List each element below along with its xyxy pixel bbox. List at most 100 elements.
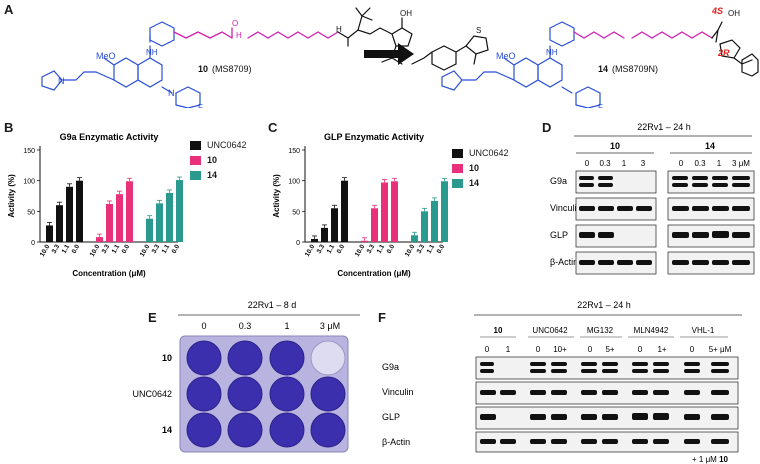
chart-title: GLP Enzymatic Activity [324, 132, 424, 142]
thiazole-ring [465, 35, 489, 55]
bar [176, 180, 183, 242]
y-tick-label: 150 [288, 148, 300, 155]
plate-e-dose: 3 μM [320, 321, 340, 331]
bar [441, 181, 448, 242]
legend-label-14: 14 [469, 178, 480, 188]
bar [156, 203, 163, 242]
difluoropiperidine-ring [175, 86, 201, 108]
well [310, 340, 346, 376]
well [269, 340, 305, 376]
well-plate [179, 335, 349, 453]
bar [431, 200, 438, 242]
western-blot-f: 22Rv1 – 24 h 10 UNC0642 MG132 MLN4942 VH… [382, 300, 742, 464]
pyrrolidine-ring [41, 70, 63, 91]
colony-plate-e: 22Rv1 – 8 d 0 0.3 1 3 μM 10 UNC0642 14 [132, 300, 360, 453]
blot-f-dose: 0 [638, 345, 643, 354]
bar [331, 208, 338, 242]
x-tick-label: 3.3 [51, 243, 62, 255]
legend-label-10: 10 [469, 163, 480, 173]
blot-f-dose: 10+ [553, 345, 567, 354]
meo-label: MeO [496, 51, 516, 61]
y-axis-label: Activity (%) [272, 174, 281, 218]
blot-d-g9a [575, 170, 755, 194]
x-tick-label: 3.3 [366, 243, 377, 255]
blot-d-actin [575, 251, 755, 275]
x-tick-label: 10.0 [89, 243, 102, 258]
blot-d-row-label: Vinculin [550, 203, 581, 213]
blot-d-header: 22Rv1 – 24 h [637, 122, 691, 132]
y-tick-label: 0 [31, 240, 35, 247]
x-tick-label: 1.1 [161, 243, 172, 255]
plate-e-row-label: 14 [162, 425, 172, 435]
x-tick-label: 1.1 [426, 243, 437, 255]
legend-item: 10 [452, 163, 509, 173]
bar [66, 186, 73, 242]
atom-h-label: H [236, 31, 242, 40]
x-tick-label: 1.1 [376, 243, 387, 255]
hydroxyproline-ring [391, 27, 413, 47]
blot-f-row-label: G9a [382, 362, 399, 372]
blot-d-dose: 0.3 [599, 159, 611, 168]
x-tick-label: 0.0 [386, 243, 397, 255]
chart-glp: GLP Enzymatic Activity 0 50 100 150 Activity … [272, 132, 448, 278]
atom-f-label: F [598, 103, 603, 108]
bar [166, 192, 173, 242]
blot-f-group: MLN4942 [634, 326, 669, 335]
stereo-label-4s: 4S [711, 6, 723, 16]
atom-oh-label: OH [400, 9, 412, 18]
atom-f-label: F [198, 103, 203, 108]
blot-d-group-14: 14 [705, 141, 715, 151]
well [269, 376, 305, 412]
piperidine-ring [149, 21, 175, 47]
bar [146, 218, 153, 242]
blot-f-actin [475, 431, 739, 453]
blot-f-g9a [475, 356, 739, 380]
legend-swatch-10 [190, 155, 201, 165]
well-row-14 [186, 412, 346, 448]
compound-14-structure [441, 21, 759, 108]
legend-item: 14 [190, 170, 247, 180]
plate-e-dose: 0 [201, 321, 206, 331]
legend-swatch-14 [190, 170, 201, 180]
x-tick-label: 0.0 [71, 243, 82, 255]
x-tick-label: 10.0 [354, 243, 367, 258]
blot-d-dose: 3 [641, 159, 646, 168]
x-tick-label: 1.1 [326, 243, 337, 255]
atom-n-label: N [168, 88, 175, 98]
bar [341, 180, 348, 242]
well [186, 412, 222, 448]
panel-label-b: B [4, 120, 14, 135]
blot-d-glp [575, 224, 755, 248]
blot-d-row-label: β-Actin [550, 257, 578, 267]
legend-label-10: 10 [207, 155, 218, 165]
blot-f-footnote-compound: 10 [719, 455, 728, 464]
x-tick-label: 3.3 [151, 243, 162, 255]
y-tick-label: 150 [23, 148, 35, 155]
benzene-ring [113, 57, 139, 88]
bar [46, 225, 53, 242]
x-tick-label: 10.0 [404, 243, 417, 258]
panel-label-f: F [378, 310, 386, 325]
chart-g9a: G9a Enzymatic Activity 0 50 100 150 Activity … [7, 132, 183, 278]
x-tick-label: 3.3 [101, 243, 112, 255]
bar [311, 238, 318, 242]
blot-d-dose: 1 [622, 159, 627, 168]
blot-d-vinculin [575, 197, 755, 221]
blot-f-footnote-prefix: + 1 μM [692, 455, 719, 464]
blot-f-group: UNC0642 [532, 326, 568, 335]
bar [116, 194, 123, 242]
blot-d-group-10: 10 [610, 141, 620, 151]
bar [96, 237, 103, 242]
x-tick-label: 1.1 [61, 243, 72, 255]
well [310, 412, 346, 448]
blot-f-row-label: β-Actin [382, 437, 410, 447]
x-tick-label: 0.0 [436, 243, 447, 255]
legend-swatch-14 [452, 178, 463, 188]
blot-f-dose: 0 [690, 345, 695, 354]
panel-label-e: E [148, 310, 157, 325]
plate-e-dose: 0.3 [239, 321, 252, 331]
y-tick-label: 50 [292, 209, 300, 216]
blot-f-group: MG132 [587, 326, 614, 335]
atom-s-label: S [476, 26, 481, 35]
atom-o-label: O [232, 19, 238, 28]
